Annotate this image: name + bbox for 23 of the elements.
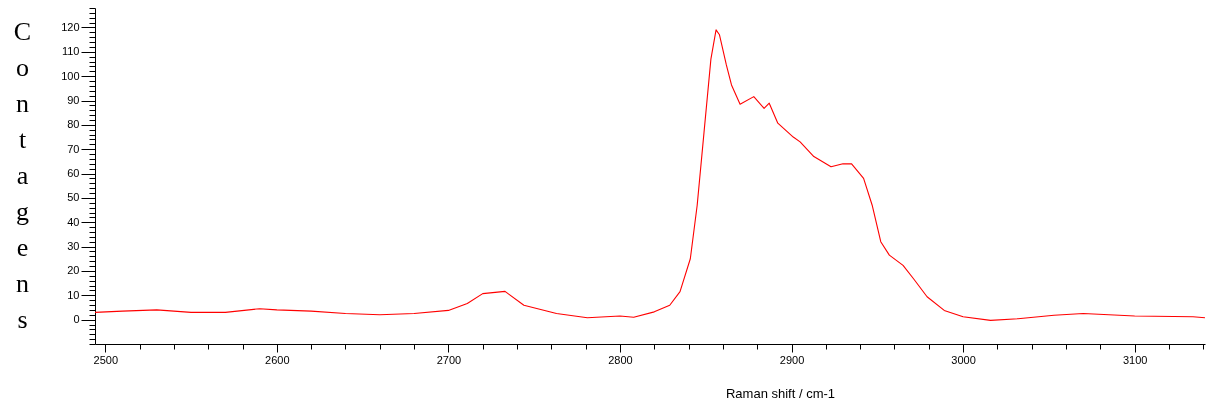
y-tick-label: 100 <box>61 69 80 82</box>
y-tick-label: 30 <box>67 240 80 253</box>
x-tick-label: 2800 <box>608 353 633 366</box>
line-series <box>95 29 1205 321</box>
y-tick-label: 70 <box>67 142 80 155</box>
y-tick-label: 120 <box>61 20 80 33</box>
x-tick-label: 3000 <box>951 353 976 366</box>
x-tick-label: 3100 <box>1122 353 1148 366</box>
x-tick-label: 2900 <box>779 353 805 366</box>
y-tick-label: 80 <box>67 118 80 131</box>
x-tick-label: 2700 <box>436 353 462 366</box>
y-tick-label: 0 <box>73 313 80 326</box>
x-tick-label: 2500 <box>93 353 119 366</box>
y-tick-label: 40 <box>67 215 80 228</box>
y-tick-label: 50 <box>67 191 80 204</box>
x-tick-label: 2600 <box>265 353 290 366</box>
y-tick-label: 90 <box>67 94 80 107</box>
y-tick-label: 110 <box>61 45 80 58</box>
x-axis-title: Raman shift / cm-1 <box>725 385 836 401</box>
text: Contagens <box>13 16 32 334</box>
y-tick-label: 20 <box>67 264 80 277</box>
y-tick-label: 60 <box>67 167 80 180</box>
y-tick-label: 10 <box>67 288 80 301</box>
